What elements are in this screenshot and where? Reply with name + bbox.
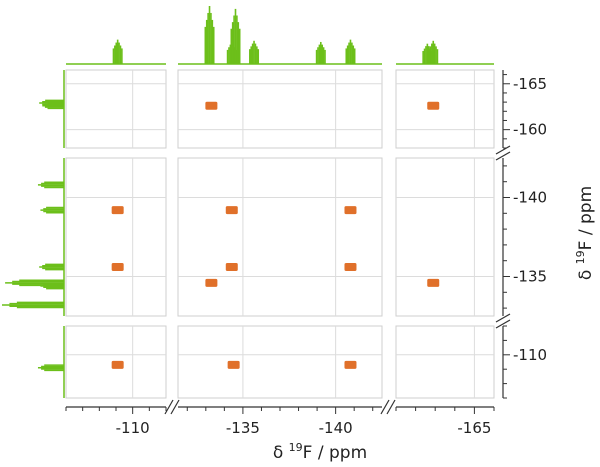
x-axis-break-mark xyxy=(164,399,180,415)
cross-peak xyxy=(205,101,218,110)
panel-frame xyxy=(65,69,167,149)
x-tick-label: -135 xyxy=(226,419,260,437)
left-projection-peak xyxy=(37,181,64,189)
left-projection-peak xyxy=(42,102,64,110)
cross-peak xyxy=(427,101,440,110)
panel-frame xyxy=(395,69,495,149)
axes: -110 -135 -140 -165 -165 -160 -140 -135 -110 xyxy=(65,70,547,437)
cross-peaks xyxy=(111,101,440,369)
panel-frames xyxy=(65,69,495,399)
panel-frame xyxy=(65,157,167,317)
cross-peak xyxy=(111,263,124,272)
panel-frame xyxy=(177,157,383,317)
cross-peak xyxy=(225,206,238,215)
y-axis-break-mark xyxy=(495,313,511,329)
top-projection-peak xyxy=(112,39,123,64)
y-axis-title: δ 19F / ppm xyxy=(574,186,596,280)
cross-peak xyxy=(227,360,240,369)
cross-peak xyxy=(427,278,440,287)
cross-peak xyxy=(111,360,124,369)
panel-frame xyxy=(395,325,495,399)
top-projection-peak xyxy=(204,6,215,64)
x-axis-break-mark xyxy=(380,399,396,415)
cross-peak xyxy=(344,360,357,369)
cross-peak xyxy=(344,263,357,272)
y-tick-label: -110 xyxy=(513,346,547,364)
top-projection-peak xyxy=(249,40,260,64)
top-projection-peak xyxy=(230,8,241,64)
y-tick-label: -165 xyxy=(513,75,547,93)
y-tick-label: -140 xyxy=(513,189,547,207)
left-projection-peak xyxy=(39,263,64,271)
panel-frame xyxy=(177,325,383,399)
grid-lines xyxy=(66,70,494,398)
panel-frame xyxy=(65,325,167,399)
x-tick-label: -165 xyxy=(457,419,491,437)
y-tick-label: -160 xyxy=(513,121,547,139)
top-projection-peak xyxy=(345,39,356,64)
y-tick-label: -135 xyxy=(513,268,547,286)
x-tick-label: -140 xyxy=(319,419,353,437)
y-axis-break-mark xyxy=(495,145,511,161)
top-projection-peak xyxy=(422,43,433,64)
projection-spectra xyxy=(2,6,494,398)
left-projection-peak xyxy=(2,301,64,309)
left-projection-peak xyxy=(5,279,64,287)
cross-peak xyxy=(111,206,124,215)
panel-frame xyxy=(395,157,495,317)
cross-peak xyxy=(225,263,238,272)
panel-frame xyxy=(177,69,383,149)
cross-peak xyxy=(344,206,357,215)
top-projection-peak xyxy=(315,41,326,64)
x-tick-label: -110 xyxy=(116,419,150,437)
left-projection-peak xyxy=(37,364,64,372)
left-projection-peak xyxy=(40,206,64,214)
x-axis-title: δ 19F / ppm xyxy=(273,441,367,463)
cross-peak xyxy=(205,278,218,287)
